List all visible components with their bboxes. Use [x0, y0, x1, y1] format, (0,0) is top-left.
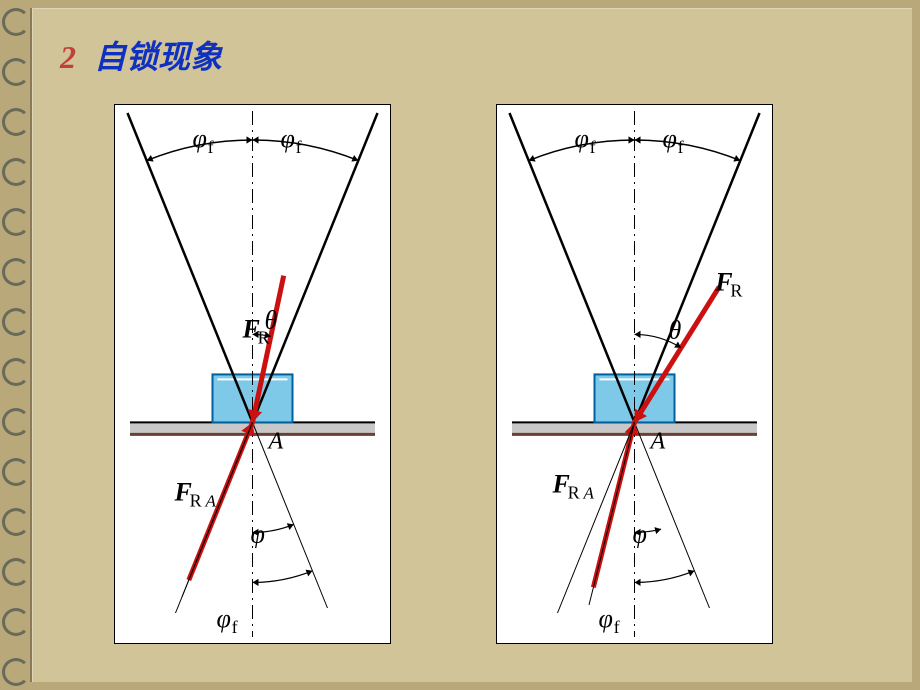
svg-text:A: A	[205, 491, 217, 510]
binding-ring	[2, 258, 30, 286]
binding-ring	[2, 308, 30, 336]
svg-text:θ: θ	[669, 315, 682, 344]
diagram-panel-right: φfφfθFRAφφfFRA	[496, 104, 773, 644]
binding-ring	[2, 158, 30, 186]
section-title: 自锁现象	[94, 39, 222, 75]
svg-text:φ: φ	[281, 124, 295, 153]
binding-ring	[2, 358, 30, 386]
svg-text:f: f	[296, 137, 302, 157]
binding-ring	[2, 8, 30, 36]
binding-ring	[2, 108, 30, 136]
svg-text:A: A	[583, 483, 595, 502]
svg-text:φ: φ	[599, 604, 613, 633]
section-number: 2	[60, 39, 76, 75]
svg-text:f: f	[590, 137, 596, 157]
binding-ring	[2, 208, 30, 236]
svg-text:R: R	[258, 327, 270, 347]
binding-ring	[2, 408, 30, 436]
svg-text:R: R	[568, 482, 580, 502]
svg-text:R: R	[730, 281, 742, 301]
svg-text:A: A	[649, 428, 666, 454]
binding-ring	[2, 458, 30, 486]
svg-text:A: A	[267, 428, 284, 454]
page-title: 2 自锁现象	[60, 32, 222, 78]
svg-text:φ: φ	[251, 519, 265, 548]
svg-text:φ: φ	[217, 604, 231, 633]
svg-text:f: f	[614, 617, 620, 637]
svg-text:φ: φ	[663, 124, 677, 153]
binding-ring	[2, 558, 30, 586]
svg-text:φ: φ	[575, 124, 589, 153]
svg-text:f: f	[208, 137, 214, 157]
friction-cone-diagram: φfφfθFRAφφfFRA	[497, 105, 772, 643]
friction-cone-diagram: φfφfθFRAφφfFRA	[115, 105, 390, 643]
svg-text:R: R	[190, 490, 202, 510]
binding-ring	[2, 608, 30, 636]
svg-text:f: f	[232, 617, 238, 637]
diagram-panel-left: φfφfθFRAφφfFRA	[114, 104, 391, 644]
svg-text:φ: φ	[633, 519, 647, 548]
binding-ring	[2, 658, 30, 686]
binding-ring	[2, 508, 30, 536]
svg-text:f: f	[678, 137, 684, 157]
binding-ring	[2, 58, 30, 86]
svg-text:φ: φ	[193, 124, 207, 153]
